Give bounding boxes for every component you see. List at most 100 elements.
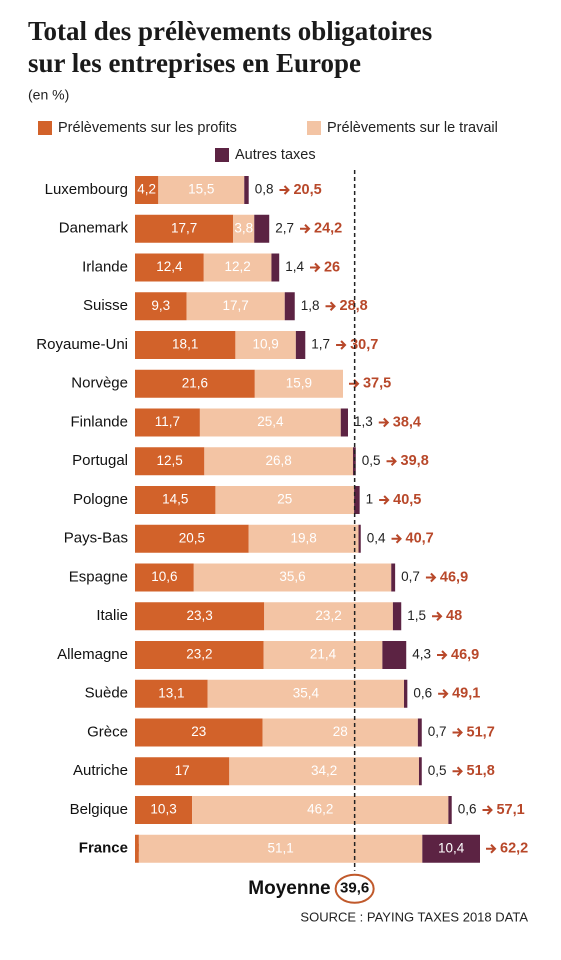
bar-segment: [340, 408, 348, 437]
category-label: Espagne: [69, 568, 128, 585]
bar-segment: [422, 834, 480, 863]
arrow: [300, 224, 311, 234]
value-label: 23,3: [186, 608, 212, 623]
total-label: 62,2: [500, 841, 528, 857]
bar-segment: [199, 408, 341, 437]
bar-segment: [135, 292, 187, 321]
category-label: Pays-Bas: [64, 530, 128, 547]
bar-segment: [418, 757, 422, 786]
total-label: 28,8: [340, 298, 368, 314]
value-label: 0,5: [428, 763, 447, 778]
arrow: [486, 844, 497, 854]
total-label: 46,9: [451, 647, 479, 663]
mean-circle: [334, 873, 375, 904]
value-label: 0,6: [413, 685, 432, 700]
bar-segment: [135, 369, 255, 398]
value-label: 1,5: [407, 608, 426, 623]
category-label: Danemark: [59, 220, 129, 237]
value-label: 25: [277, 492, 292, 507]
bar-segment: [135, 718, 263, 747]
total-label: 49,1: [452, 686, 480, 702]
value-label: 2,7: [275, 220, 294, 235]
value-label: 19,8: [290, 530, 316, 545]
category-label: Suisse: [83, 297, 128, 314]
total-label: 48: [446, 608, 462, 624]
category-label: Norvège: [71, 375, 128, 392]
bar-segment: [404, 679, 408, 708]
legend-label: Prélèvements sur les profits: [58, 120, 237, 136]
total-label: 51,7: [467, 724, 495, 740]
category-label: France: [79, 840, 128, 857]
category-label: Belgique: [70, 801, 128, 818]
legend-swatch: [215, 148, 229, 162]
bar-segment: [392, 602, 402, 631]
bar-segment: [203, 253, 272, 282]
total-label: 20,5: [293, 182, 321, 198]
bar-segment: [135, 176, 159, 204]
bar-segment: [158, 176, 245, 204]
bar-segment: [135, 602, 265, 631]
bar-segment: [271, 253, 280, 282]
value-label: 18,1: [172, 337, 198, 352]
value-label: 28: [333, 724, 348, 739]
value-label: 1: [366, 492, 374, 507]
value-label: 12,2: [224, 259, 250, 274]
arrow: [386, 456, 397, 466]
total-label: 57,1: [496, 802, 524, 818]
arrow: [378, 417, 390, 428]
bar-segment: [263, 641, 383, 669]
arrow: [309, 262, 321, 273]
legend-swatch: [307, 121, 321, 135]
category-label: Grèce: [87, 723, 128, 740]
value-label: 10,3: [150, 802, 176, 817]
value-label: 23,2: [315, 608, 341, 623]
value-label: 14,5: [162, 492, 188, 507]
total-label: 24,2: [314, 221, 342, 237]
arrow: [325, 301, 336, 311]
value-label: 17,7: [171, 220, 197, 235]
value-label: 35,6: [279, 569, 305, 584]
value-label: 51,1: [267, 840, 293, 855]
mean-value-label: 39,6: [340, 880, 369, 897]
bar-segment: [352, 447, 356, 476]
bar-segment: [248, 524, 359, 553]
value-label: 12,5: [157, 453, 183, 468]
category-label: Allemagne: [57, 646, 128, 663]
arrow: [452, 727, 463, 738]
total-label: 30,7: [350, 337, 378, 353]
total-label: 37,5: [363, 376, 391, 392]
bar-segment: [135, 834, 139, 863]
value-label: 10,4: [438, 840, 465, 855]
value-label: 11,7: [155, 414, 180, 429]
bar-segment: [254, 369, 343, 398]
value-label: 4,2: [137, 182, 156, 197]
value-label: 0,7: [428, 724, 447, 739]
arrow: [336, 340, 347, 350]
category-label: Royaume-Uni: [36, 336, 128, 353]
bar-segment: [135, 408, 200, 437]
chart-subtitle: (en %): [28, 87, 69, 103]
value-label: 26,8: [266, 453, 292, 468]
bar-segment: [382, 641, 407, 669]
value-label: 21,6: [182, 375, 208, 390]
arrow: [425, 572, 437, 583]
bar-segment: [244, 176, 249, 204]
category-label: Irlande: [82, 258, 128, 275]
chart-title: Total des prélèvements obligatoires: [28, 16, 432, 46]
bar-segment: [135, 331, 236, 359]
legend-swatch: [38, 121, 52, 135]
value-label: 1,3: [354, 414, 373, 429]
arrow: [452, 766, 463, 776]
value-label: 17: [175, 763, 190, 778]
bar-segment: [135, 253, 204, 282]
arrow: [437, 650, 448, 660]
bar-segment: [135, 214, 234, 243]
bar-segment: [204, 447, 353, 476]
mean-label: Moyenne: [248, 878, 330, 899]
value-label: 21,4: [310, 647, 337, 662]
arrow: [379, 495, 390, 505]
bar-segment: [354, 486, 360, 514]
category-label: Autriche: [73, 762, 128, 779]
bar-segment: [192, 796, 449, 824]
